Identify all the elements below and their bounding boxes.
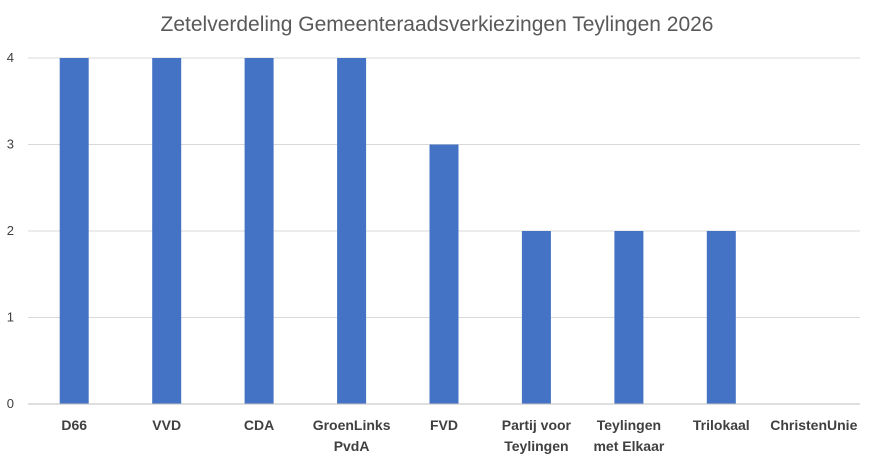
x-tick-label: Trilokaal (693, 417, 750, 433)
y-tick-label: 0 (7, 396, 14, 411)
bar (521, 231, 551, 404)
x-tick-label-line: Teylingen (597, 417, 661, 433)
bar (429, 144, 459, 404)
x-tick-label: D66 (61, 417, 87, 433)
x-tick-label-line: ChristenUnie (770, 417, 857, 433)
x-tick-label: VVD (152, 417, 181, 433)
x-tick-label: Teylingen met Elkaar (593, 417, 664, 454)
bar (59, 58, 89, 404)
x-tick-label-line: Teylingen (504, 438, 568, 454)
x-tick-label: FVD (430, 417, 458, 433)
x-axis-ticks: D66 VVD CDA GroenLinks PvdA FVD Partij voor Tey… (61, 417, 857, 454)
bars (59, 58, 736, 404)
x-tick-label-line: FVD (430, 417, 458, 433)
x-tick-label-line: VVD (152, 417, 181, 433)
x-tick-label-line: Trilokaal (693, 417, 750, 433)
bar (614, 231, 644, 404)
x-tick-label-line: PvdA (334, 438, 370, 454)
x-tick-label-line: GroenLinks (313, 417, 391, 433)
x-tick-label: GroenLinks PvdA (313, 417, 391, 454)
chart-title: Zetelverdeling Gemeenteraadsverkiezingen… (161, 13, 714, 36)
bar (152, 58, 182, 404)
x-tick-label-line: met Elkaar (593, 438, 664, 454)
y-tick-label: 4 (7, 50, 14, 65)
y-tick-label: 3 (7, 137, 14, 152)
bar (706, 231, 736, 404)
y-tick-label: 2 (7, 223, 14, 238)
x-tick-label: CDA (244, 417, 274, 433)
x-tick-label: ChristenUnie (770, 417, 857, 433)
x-tick-label-line: Partij voor (502, 417, 572, 433)
x-tick-label-line: CDA (244, 417, 274, 433)
y-axis-ticks: 0 1 2 3 4 (7, 50, 14, 411)
x-tick-label: Partij voor Teylingen (502, 417, 572, 454)
bar (244, 58, 274, 404)
bar (337, 58, 367, 404)
y-tick-label: 1 (7, 310, 14, 325)
x-tick-label-line: D66 (61, 417, 87, 433)
